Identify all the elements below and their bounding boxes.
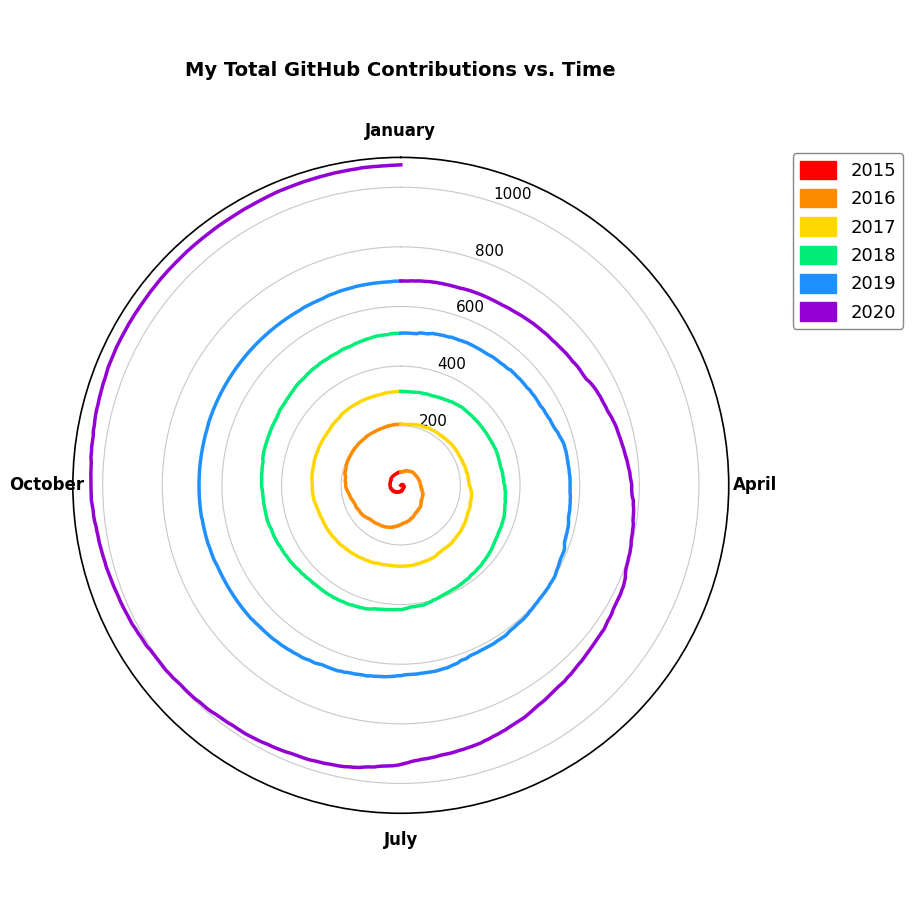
- 2017: [395, 419, 406, 430]
- Text: October: October: [9, 476, 84, 494]
- 2018: [388, 328, 399, 339]
- 2015: [397, 479, 408, 490]
- 2019: [395, 328, 406, 339]
- 2016: [388, 419, 399, 430]
- 2016: [350, 500, 361, 511]
- 2020: [609, 418, 620, 429]
- 2020: [583, 376, 594, 387]
- Line: 2015: 2015: [390, 472, 404, 492]
- 2017: [466, 491, 477, 502]
- 2017: [395, 386, 406, 397]
- 2017: [461, 464, 472, 474]
- Text: July: July: [384, 831, 418, 848]
- 2017: [439, 544, 450, 554]
- 2018: [283, 391, 294, 402]
- 2020: [395, 159, 406, 170]
- 2015: [391, 467, 402, 478]
- 2019: [504, 626, 515, 637]
- 2017: [441, 542, 452, 553]
- 2015: [398, 484, 409, 494]
- Text: April: April: [733, 476, 777, 494]
- 2017: [325, 424, 336, 435]
- Legend: 2015, 2016, 2017, 2018, 2019, 2020: 2015, 2016, 2017, 2018, 2019, 2020: [793, 154, 904, 329]
- 2015: [386, 473, 397, 484]
- 2016: [405, 466, 416, 477]
- Line: 2020: 2020: [90, 165, 633, 767]
- Line: 2018: 2018: [261, 334, 506, 610]
- 2016: [395, 419, 406, 430]
- 2015: [395, 466, 406, 477]
- 2018: [395, 386, 406, 397]
- 2017: [390, 386, 402, 397]
- 2020: [324, 759, 335, 770]
- 2018: [500, 496, 511, 507]
- 2015: [398, 480, 409, 491]
- 2016: [414, 474, 425, 485]
- 2019: [336, 285, 347, 296]
- 2016: [395, 466, 406, 477]
- Line: 2017: 2017: [312, 392, 472, 566]
- 2020: [87, 500, 98, 511]
- 2020: [516, 310, 527, 321]
- Line: 2019: 2019: [199, 281, 570, 676]
- 2019: [499, 631, 510, 642]
- 2015: [398, 483, 409, 494]
- 2019: [564, 506, 575, 517]
- 2018: [461, 574, 472, 585]
- 2016: [341, 484, 352, 494]
- 2019: [237, 354, 248, 365]
- 2016: [412, 471, 423, 482]
- 2020: [395, 275, 406, 286]
- 2016: [385, 522, 396, 533]
- 2018: [353, 337, 364, 348]
- 2015: [394, 466, 405, 477]
- Text: January: January: [366, 122, 437, 140]
- 2018: [395, 328, 406, 339]
- 2019: [395, 275, 406, 286]
- 2018: [463, 572, 474, 583]
- 2019: [558, 440, 569, 451]
- Title: My Total GitHub Contributions vs. Time: My Total GitHub Contributions vs. Time: [186, 62, 617, 80]
- 2015: [395, 480, 406, 491]
- 2018: [494, 455, 505, 466]
- Line: 2016: 2016: [345, 425, 423, 527]
- 2020: [117, 600, 128, 611]
- 2019: [389, 275, 400, 286]
- 2017: [368, 391, 379, 402]
